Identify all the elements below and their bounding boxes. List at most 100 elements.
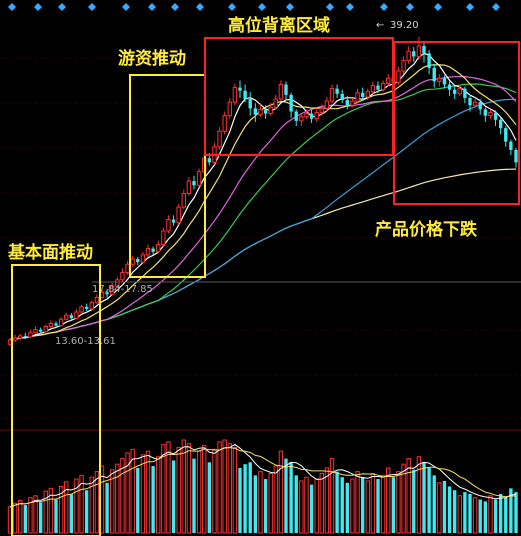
volume-bar bbox=[238, 467, 242, 533]
candle bbox=[437, 74, 442, 87]
candle bbox=[74, 308, 79, 320]
volume-bar bbox=[340, 477, 344, 533]
volume-bar bbox=[289, 462, 293, 533]
candle-body bbox=[452, 89, 457, 94]
candle bbox=[105, 289, 109, 298]
candle bbox=[94, 294, 100, 304]
candle bbox=[488, 109, 493, 119]
candle bbox=[340, 89, 344, 104]
volume-bar bbox=[23, 505, 28, 533]
candle-body bbox=[340, 93, 344, 101]
candle-body bbox=[248, 99, 252, 109]
volume-bar bbox=[309, 484, 314, 533]
candle bbox=[442, 75, 447, 89]
candle bbox=[28, 329, 33, 338]
candle bbox=[304, 109, 309, 119]
volume-bar bbox=[422, 462, 426, 533]
candle-body bbox=[74, 311, 79, 319]
candle bbox=[401, 56, 406, 75]
volume-bar bbox=[192, 458, 196, 533]
volume-bar bbox=[412, 469, 416, 533]
candle bbox=[472, 99, 478, 109]
candle-body bbox=[33, 329, 38, 334]
candle-body bbox=[457, 88, 462, 95]
volume-bar bbox=[12, 502, 18, 534]
volume-bar bbox=[268, 472, 273, 534]
candle-body bbox=[268, 106, 273, 115]
candle bbox=[151, 246, 155, 255]
volume-bar bbox=[202, 445, 207, 534]
candle-body bbox=[396, 70, 401, 83]
candle-body bbox=[422, 46, 426, 54]
volume-bar bbox=[196, 450, 202, 534]
volume-bar bbox=[335, 471, 339, 533]
candle bbox=[181, 189, 186, 210]
volume-bar bbox=[89, 476, 94, 534]
event-marker-2 bbox=[58, 3, 66, 11]
volume-bar bbox=[207, 462, 212, 533]
candle-body bbox=[258, 108, 263, 116]
candle bbox=[498, 117, 503, 135]
volume-bar bbox=[478, 499, 482, 533]
candle-body bbox=[217, 130, 222, 148]
candlestick-series bbox=[7, 36, 518, 347]
moving-average-lines bbox=[9, 52, 517, 341]
candle-body bbox=[483, 109, 488, 116]
candle-body bbox=[58, 318, 64, 327]
candle-body bbox=[412, 51, 416, 57]
candle-body bbox=[181, 193, 186, 208]
volume-bar bbox=[406, 458, 411, 534]
candle-body bbox=[324, 100, 330, 109]
volume-bar bbox=[360, 477, 365, 533]
candle bbox=[12, 334, 18, 343]
volume-bar bbox=[227, 443, 232, 534]
volume-bar bbox=[151, 466, 155, 533]
volume-bar bbox=[181, 439, 186, 534]
volume-bar bbox=[176, 446, 181, 534]
volume-bar bbox=[258, 471, 263, 534]
candle-body bbox=[299, 116, 304, 122]
candle-body bbox=[432, 67, 436, 82]
volume-bar bbox=[432, 475, 436, 533]
ma20-line bbox=[9, 75, 517, 341]
candle bbox=[514, 147, 518, 168]
candle bbox=[84, 303, 89, 311]
volume-bar bbox=[463, 492, 467, 533]
volume-bar bbox=[140, 454, 146, 534]
event-marker-11 bbox=[326, 3, 334, 11]
candle-body bbox=[253, 108, 258, 115]
candle-body bbox=[130, 258, 135, 265]
candle bbox=[54, 321, 58, 328]
candle-body bbox=[463, 88, 467, 98]
peak-price-label: 39.20 bbox=[390, 20, 419, 31]
candle bbox=[273, 94, 278, 110]
candle-body bbox=[386, 77, 391, 84]
volume-ma10-line bbox=[9, 447, 516, 508]
event-marker-16 bbox=[466, 3, 474, 11]
volume-bar bbox=[396, 471, 401, 534]
candle bbox=[186, 176, 192, 196]
volume-bar bbox=[324, 467, 330, 534]
candle-body bbox=[38, 329, 43, 332]
candle-body bbox=[427, 53, 431, 68]
volume-bar bbox=[391, 477, 396, 533]
candle bbox=[136, 256, 140, 266]
event-marker-13 bbox=[380, 3, 388, 11]
candle-body bbox=[238, 87, 242, 91]
volume-bar bbox=[43, 490, 48, 534]
volume-bar bbox=[145, 450, 151, 534]
event-marker-9 bbox=[258, 3, 266, 11]
candle-body bbox=[335, 88, 339, 94]
candle-body bbox=[115, 279, 120, 287]
candle bbox=[427, 50, 431, 75]
candle bbox=[89, 300, 94, 310]
event-marker-8 bbox=[228, 3, 236, 11]
candle-body bbox=[110, 285, 115, 295]
volume-bar bbox=[498, 493, 503, 533]
hot-money-push-label: 游资推动 bbox=[118, 48, 186, 69]
candle bbox=[120, 268, 125, 282]
volume-bar bbox=[350, 478, 355, 534]
volume-bar bbox=[278, 450, 284, 534]
candle bbox=[360, 87, 365, 102]
candle bbox=[386, 74, 391, 87]
